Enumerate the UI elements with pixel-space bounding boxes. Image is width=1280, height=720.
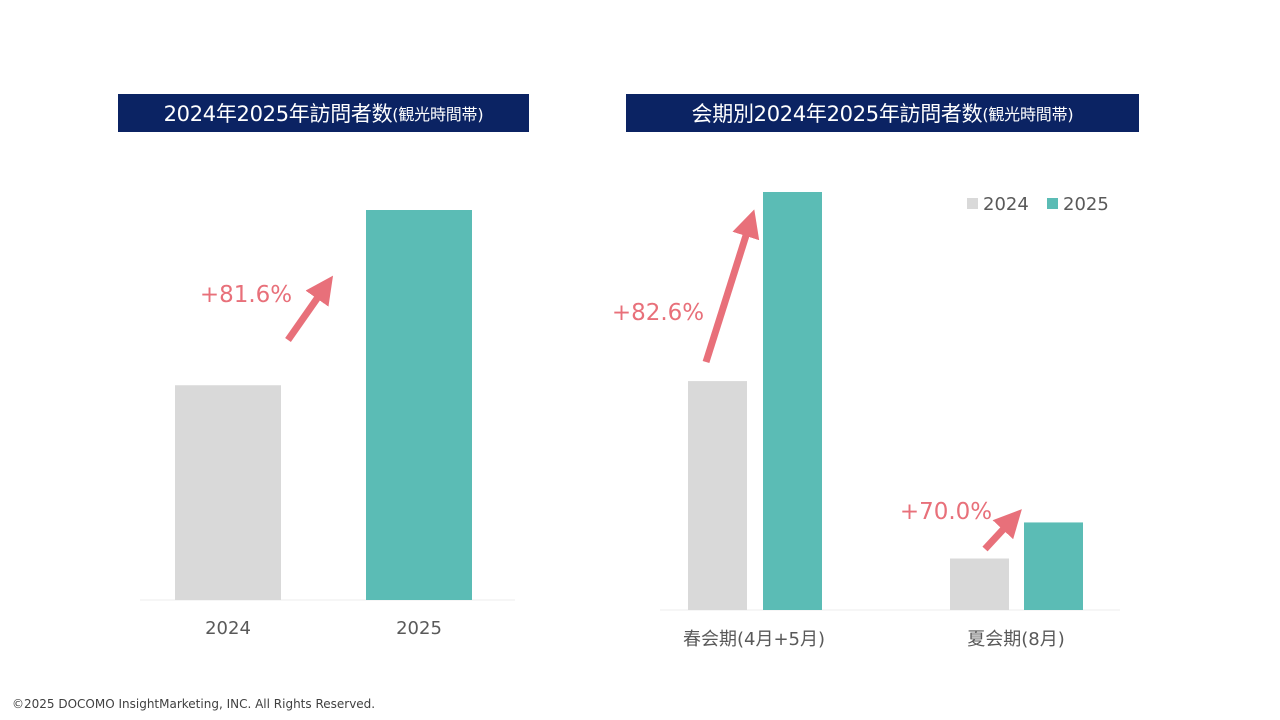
left-bar-2024	[175, 385, 281, 600]
right-bar-summer-2024	[950, 558, 1009, 610]
spring-growth-label: +82.6%	[612, 300, 704, 326]
legend: 2024 2025	[967, 194, 1109, 215]
right-bar-summer-2025	[1024, 522, 1083, 610]
left-tick-2024: 2024	[205, 618, 251, 639]
right-bar-spring-2025	[763, 192, 822, 610]
right-chart-title-main: 会期別2024年2025年訪問者数	[691, 102, 983, 126]
right-chart-title-sub: (観光時間帯)	[982, 105, 1074, 124]
left-growth-label: +81.6%	[200, 282, 292, 308]
legend-swatch-2024	[967, 198, 978, 209]
legend-swatch-2025	[1047, 198, 1058, 209]
right-tick-summer: 夏会期(8月)	[967, 629, 1065, 650]
left-chart-title-main: 2024年2025年訪問者数	[163, 102, 393, 126]
left-chart-title-sub: (観光時間帯)	[392, 105, 484, 124]
right-tick-spring: 春会期(4月+5月)	[683, 629, 825, 650]
left-growth-arrow	[285, 275, 334, 343]
right-chart-title: 会期別2024年2025年訪問者数 (観光時間帯)	[626, 94, 1139, 132]
left-chart-title: 2024年2025年訪問者数 (観光時間帯)	[118, 94, 529, 132]
spring-growth-arrow	[702, 209, 760, 364]
summer-growth-arrow	[982, 509, 1022, 552]
summer-growth-label: +70.0%	[900, 499, 992, 525]
legend-label-2024: 2024	[983, 194, 1029, 215]
left-chart: 2024 2025 +81.6%	[140, 210, 515, 639]
right-bar-spring-2024	[688, 381, 747, 610]
left-tick-2025: 2025	[396, 618, 442, 639]
copyright-text: ©2025 DOCOMO InsightMarketing, INC. All …	[12, 697, 376, 711]
right-chart: 春会期(4月+5月) 夏会期(8月) +82.6% +70.0% 2024 20…	[612, 192, 1120, 650]
left-bar-2025	[366, 210, 472, 600]
legend-label-2025: 2025	[1063, 194, 1109, 215]
